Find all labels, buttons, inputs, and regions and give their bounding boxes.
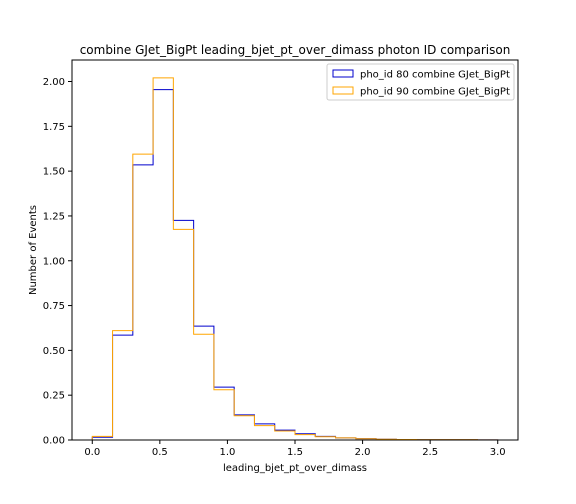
x-tick-label: 2.5 — [422, 447, 438, 458]
y-axis-label: Number of Events — [28, 205, 39, 295]
x-tick-label: 1.5 — [287, 447, 303, 458]
y-tick-label: 1.25 — [43, 211, 65, 222]
y-tick-label: 1.50 — [43, 167, 65, 178]
y-tick-label: 2.00 — [43, 77, 65, 88]
x-tick-label: 2.0 — [355, 447, 371, 458]
legend-box — [326, 63, 515, 101]
legend-swatch — [332, 86, 354, 95]
y-tick-label: 1.75 — [43, 122, 65, 133]
x-tick-label: 1.0 — [219, 447, 235, 458]
x-axis: 0.0 0.5 1.0 1.5 2.0 2.5 3.0 — [84, 440, 506, 458]
x-tick-label: 0.5 — [152, 447, 168, 458]
x-axis-label: leading_bjet_pt_over_dimass — [223, 463, 367, 474]
legend-swatch — [332, 69, 354, 78]
legend: pho_id 80 combine GJet_BigPt pho_id 90 co… — [326, 63, 515, 101]
y-tick-label: 0.75 — [43, 301, 65, 312]
y-tick-label: 0.25 — [43, 391, 65, 402]
x-tick-label: 0.0 — [84, 447, 100, 458]
legend-label: pho_id 90 combine GJet_BigPt — [360, 87, 510, 98]
y-axis: 0.00 0.25 0.50 0.75 1.00 1.25 1.50 1.75 2.00 — [43, 77, 72, 447]
y-tick-label: 1.00 — [43, 256, 65, 267]
chart-title: combine GJet_BigPt leading_bjet_pt_over_… — [80, 43, 511, 57]
legend-label: pho_id 80 combine GJet_BigPt — [360, 70, 510, 81]
y-tick-label: 0.50 — [43, 346, 65, 357]
y-tick-label: 0.00 — [43, 436, 65, 447]
x-tick-label: 3.0 — [490, 447, 506, 458]
